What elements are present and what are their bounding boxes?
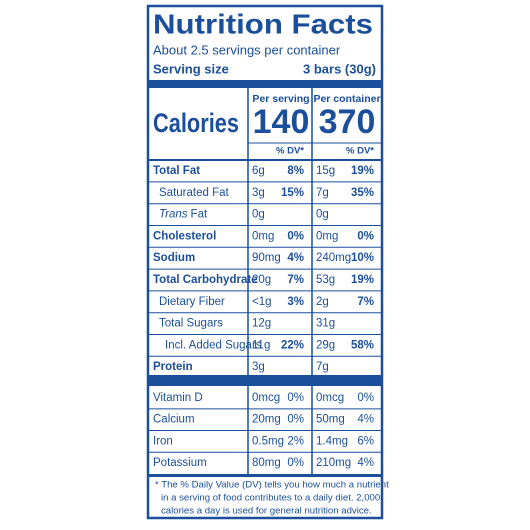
amount: 210mg bbox=[316, 457, 351, 469]
amount: 0g bbox=[252, 209, 265, 221]
daily-value: 22% bbox=[281, 339, 304, 351]
column-header: Per container bbox=[313, 93, 380, 105]
daily-value: 2% bbox=[287, 435, 304, 447]
nutrient-name: Trans Fat bbox=[159, 209, 208, 221]
nutrient-name: Incl. Added Sugars bbox=[165, 339, 262, 351]
daily-value: 0% bbox=[287, 392, 304, 404]
amount: 0mcg bbox=[252, 392, 280, 404]
nutrient-name: Protein bbox=[153, 361, 193, 373]
amount: 3g bbox=[252, 187, 265, 199]
amount: 20g bbox=[252, 274, 271, 286]
daily-value: 35% bbox=[351, 187, 374, 199]
serving-size-label: Serving size bbox=[153, 61, 229, 76]
nutrient-name-rest: Fat bbox=[191, 209, 208, 221]
daily-value: 6% bbox=[357, 435, 374, 447]
daily-value: 0% bbox=[287, 457, 304, 469]
dv-header: % DV* bbox=[276, 146, 304, 157]
nutrient-name: Iron bbox=[153, 435, 173, 447]
amount: 0mg bbox=[316, 230, 338, 242]
amount: 2g bbox=[316, 296, 329, 308]
daily-value: 4% bbox=[357, 414, 374, 426]
nutrient-name: Potassium bbox=[153, 457, 207, 469]
title: Nutrition Facts bbox=[153, 8, 373, 39]
daily-value: 19% bbox=[351, 165, 374, 177]
footnote: calories a day is used for general nutri… bbox=[161, 506, 372, 517]
daily-value: 0% bbox=[287, 414, 304, 426]
nutrient-name: Vitamin D bbox=[153, 392, 203, 404]
column-header: Per serving bbox=[252, 93, 309, 105]
rule bbox=[149, 474, 381, 477]
amount: 0.5mg bbox=[252, 435, 284, 447]
nutrient-name: Cholesterol bbox=[153, 230, 216, 242]
amount: 80mg bbox=[252, 457, 281, 469]
amount: 240mg bbox=[316, 252, 351, 264]
nutrient-name: Sodium bbox=[153, 252, 195, 264]
daily-value: 7% bbox=[287, 274, 304, 286]
thick-rule bbox=[149, 80, 381, 88]
amount: 50mg bbox=[316, 414, 345, 426]
nutrient-name: Total Carbohydrate bbox=[153, 274, 258, 286]
servings: About 2.5 servings per container bbox=[153, 42, 341, 57]
amount: 3g bbox=[252, 361, 265, 373]
daily-value: 10% bbox=[351, 252, 374, 264]
amount: 1.4mg bbox=[316, 435, 348, 447]
nutrient-name: Dietary Fiber bbox=[159, 296, 225, 308]
amount: 53g bbox=[316, 274, 335, 286]
thick-rule bbox=[149, 375, 381, 386]
amount: 15g bbox=[316, 165, 335, 177]
amount: 6g bbox=[252, 165, 265, 177]
dv-header: % DV* bbox=[346, 146, 374, 157]
amount: 7g bbox=[316, 187, 329, 199]
calories-value: 370 bbox=[319, 103, 376, 141]
daily-value: 7% bbox=[357, 296, 374, 308]
daily-value: 0% bbox=[357, 392, 374, 404]
daily-value: 8% bbox=[287, 165, 304, 177]
amount: 0mg bbox=[252, 230, 274, 242]
nutrient-name: Saturated Fat bbox=[159, 187, 229, 199]
amount: 90mg bbox=[252, 252, 281, 264]
daily-value: 15% bbox=[281, 187, 304, 199]
daily-value: 19% bbox=[351, 274, 374, 286]
footnote: * The % Daily Value (DV) tells you how m… bbox=[155, 480, 389, 491]
amount: 31g bbox=[316, 318, 335, 330]
calories-label: Calories bbox=[153, 108, 239, 138]
serving-size-value: 3 bars (30g) bbox=[303, 61, 376, 76]
nutrient-name: Total Sugars bbox=[159, 318, 223, 330]
amount: 12g bbox=[252, 318, 271, 330]
daily-value: 0% bbox=[357, 230, 374, 242]
label-border bbox=[146, 4, 384, 520]
amount: 20mg bbox=[252, 414, 281, 426]
footnote: in a serving of food contributes to a da… bbox=[161, 493, 380, 504]
amount: 11g bbox=[252, 339, 270, 351]
amount: 29g bbox=[316, 339, 335, 351]
daily-value: 4% bbox=[287, 252, 304, 264]
calories-value: 140 bbox=[253, 103, 310, 141]
nutrient-name: Total Fat bbox=[153, 165, 200, 177]
amount: <1g bbox=[252, 296, 272, 308]
amount: 0mcg bbox=[316, 392, 344, 404]
daily-value: 3% bbox=[287, 296, 304, 308]
daily-value: 4% bbox=[357, 457, 374, 469]
amount: 0g bbox=[316, 209, 329, 221]
amount: 7g bbox=[316, 361, 329, 373]
daily-value: 0% bbox=[287, 230, 304, 242]
nutrient-name-italic: Trans bbox=[159, 209, 188, 221]
daily-value: 58% bbox=[351, 339, 374, 351]
nutrient-name: Calcium bbox=[153, 414, 195, 426]
